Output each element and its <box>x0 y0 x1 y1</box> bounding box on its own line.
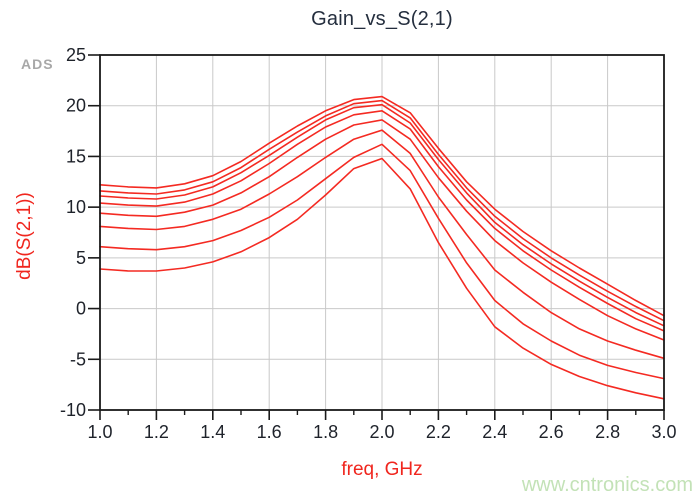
x-tick-label: 3.0 <box>651 422 676 442</box>
trace-6 <box>99 129 665 360</box>
x-tick-label: 2.0 <box>369 422 394 442</box>
y-tick-label: 20 <box>66 96 86 116</box>
x-tick-label: 2.4 <box>482 422 507 442</box>
trace-3 <box>99 103 665 327</box>
y-tick-label: -10 <box>60 400 86 420</box>
trace-1 <box>99 95 665 317</box>
y-tick-label: 10 <box>66 197 86 217</box>
trace-4 <box>99 110 665 332</box>
trace-8 <box>99 157 665 400</box>
y-axis-title: dB(S(2,1)) <box>14 192 35 280</box>
y-tick-label: -5 <box>70 349 86 369</box>
y-tick-label: 25 <box>66 45 86 65</box>
x-tick-label: 2.6 <box>539 422 564 442</box>
x-tick-label: 1.6 <box>257 422 282 442</box>
y-tick-label: 5 <box>76 248 86 268</box>
x-axis-title: freq, GHz <box>341 459 423 480</box>
y-tick-label: 15 <box>66 146 86 166</box>
y-tick-label: 0 <box>76 299 86 319</box>
trace-7 <box>99 143 665 380</box>
x-tick-label: 2.8 <box>595 422 620 442</box>
trace-2 <box>99 99 665 322</box>
ads-logo: ADS <box>21 56 54 72</box>
plot-frame <box>99 54 665 411</box>
x-tick-label: 2.2 <box>426 422 451 442</box>
x-tick-label: 1.2 <box>144 422 169 442</box>
trace-5 <box>99 119 665 341</box>
chart-title: Gain_vs_S(2,1) <box>311 8 453 30</box>
x-tick-label: 1.4 <box>200 422 225 442</box>
x-tick-label: 1.8 <box>313 422 338 442</box>
site-watermark: www.cntronics.com <box>521 474 693 496</box>
x-tick-label: 1.0 <box>87 422 112 442</box>
